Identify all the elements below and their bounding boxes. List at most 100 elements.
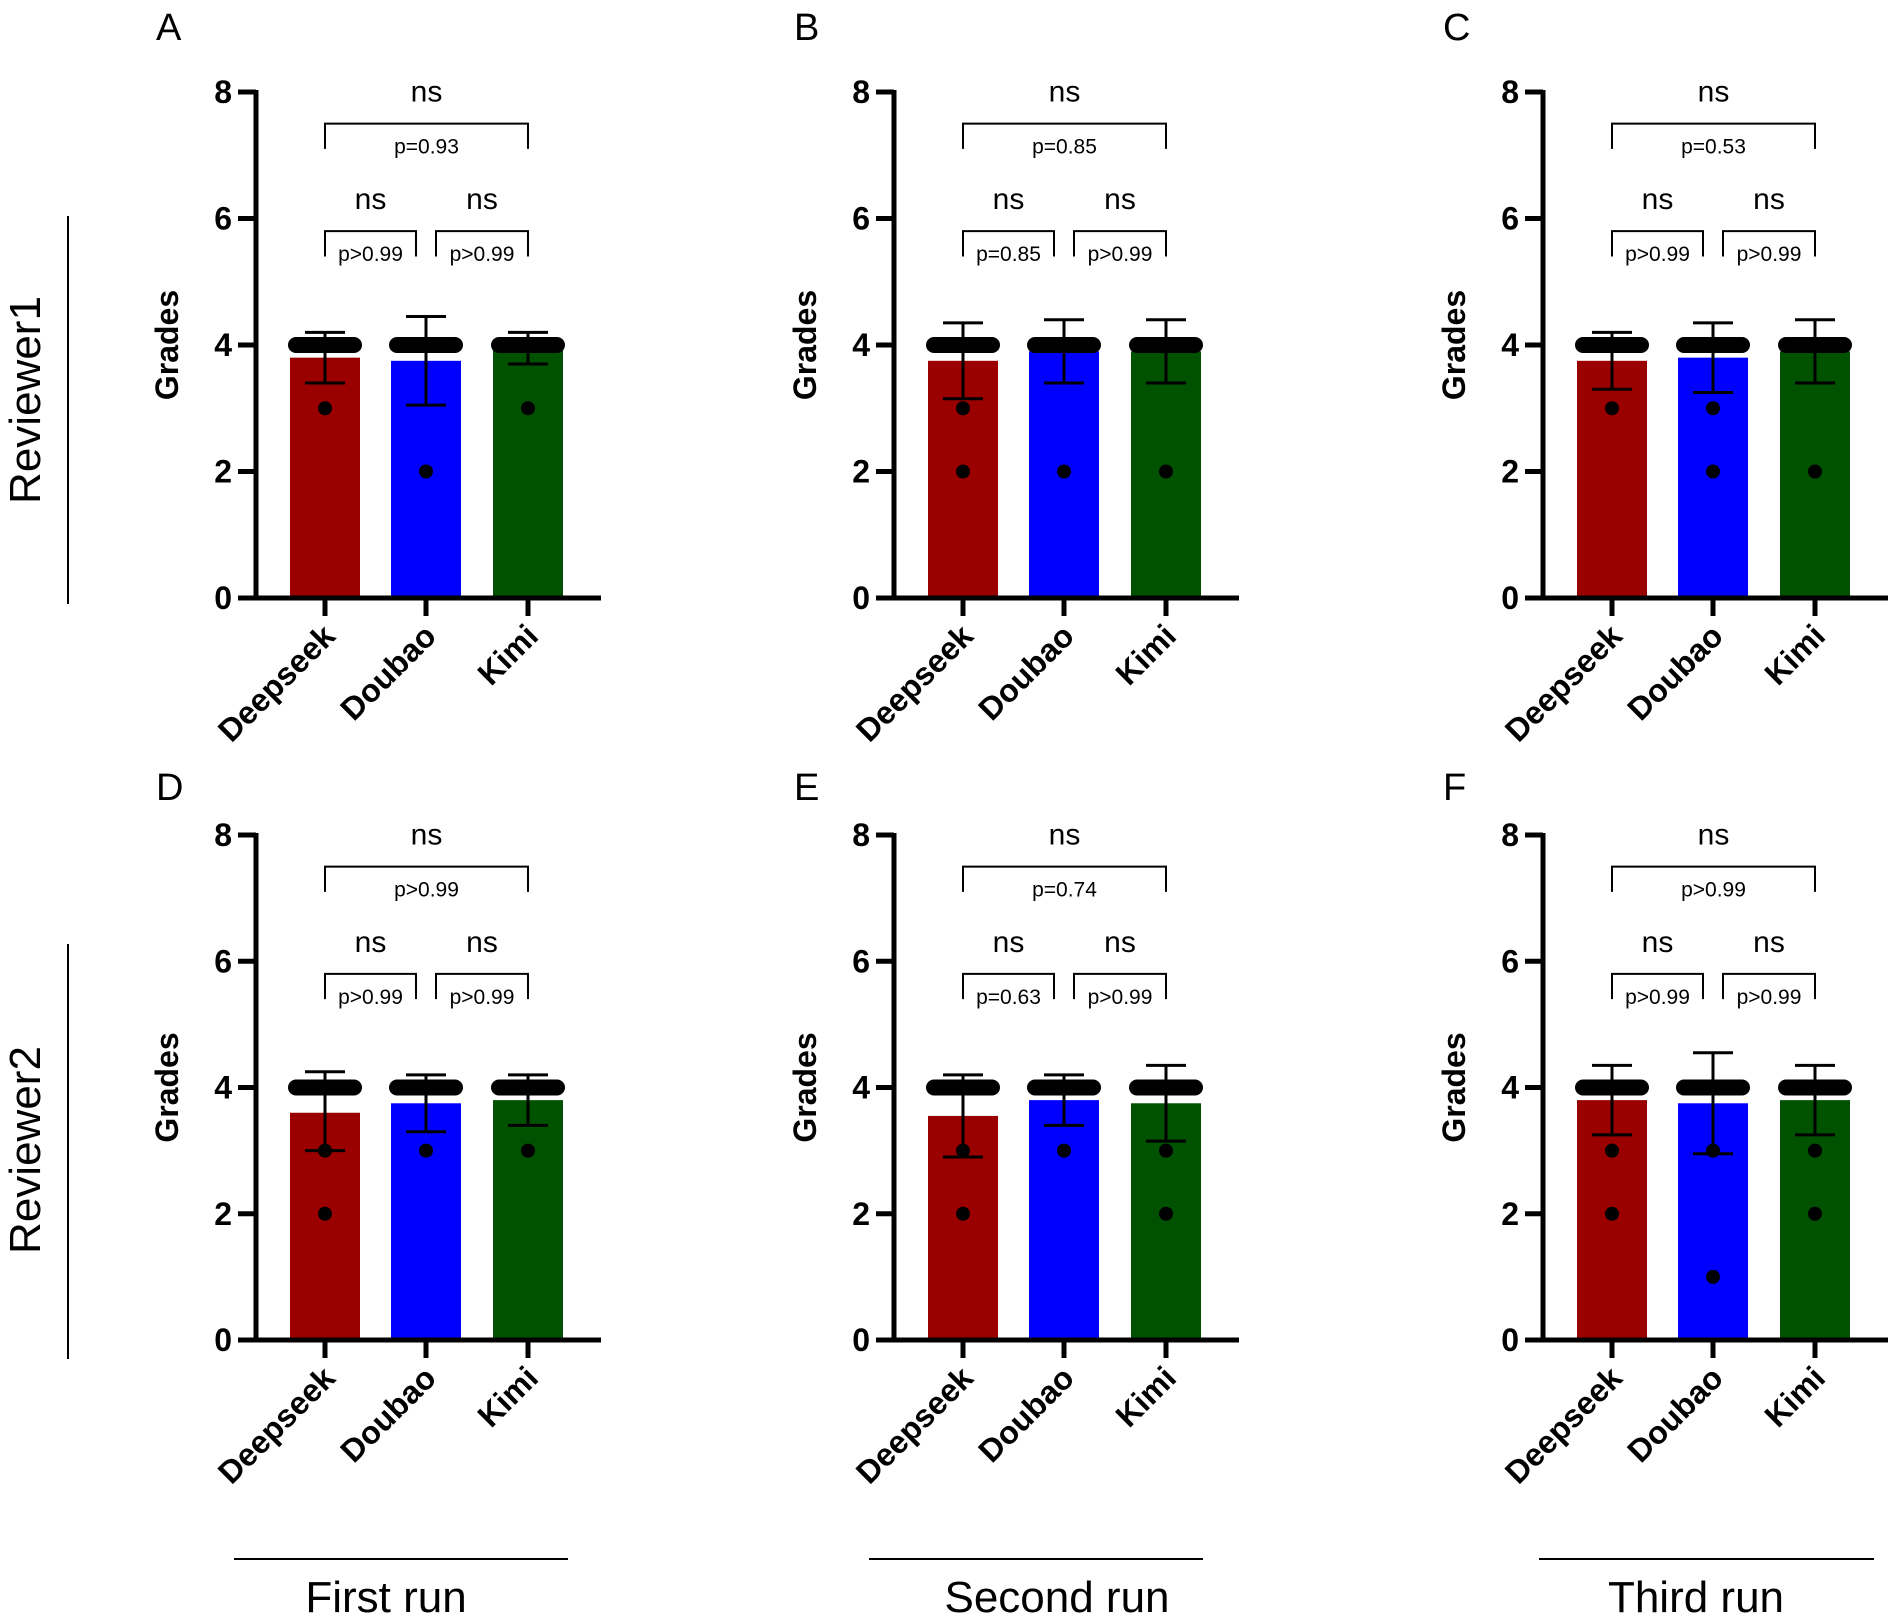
significance-label: ns — [993, 926, 1025, 959]
significance-label: ns — [411, 76, 443, 109]
significance-label: ns — [466, 183, 498, 216]
data-point — [1808, 464, 1822, 479]
data-point — [1605, 1143, 1619, 1158]
significance-bracket — [962, 122, 1167, 149]
x-tick-label: Deepseek — [211, 1359, 342, 1490]
y-tick-label: 8 — [1501, 817, 1519, 853]
data-point — [1706, 401, 1720, 416]
significance-bracket — [1073, 230, 1167, 257]
y-axis-label: Grades — [149, 1032, 185, 1142]
significance-bracket — [324, 865, 529, 892]
y-tick-label: 6 — [852, 201, 870, 237]
row-label-text: Reviewer2 — [1, 1046, 50, 1254]
y-tick-label: 8 — [214, 817, 232, 853]
x-tick-label: Doubao — [333, 1359, 443, 1469]
p-value-label: p>0.99 — [1625, 243, 1690, 266]
bar-kimi — [493, 1100, 563, 1340]
p-value-label: p=0.85 — [976, 243, 1041, 266]
x-tick-label: Doubao — [1620, 1359, 1730, 1469]
data-point — [419, 1143, 433, 1158]
y-tick-label: 6 — [852, 943, 870, 979]
p-value-label: p=0.85 — [1032, 136, 1097, 159]
significance-label: ns — [1753, 926, 1785, 959]
data-point — [1706, 464, 1720, 479]
y-tick-label: 0 — [1501, 1322, 1519, 1358]
p-value-label: p>0.99 — [450, 243, 515, 266]
row-label-reviewer2: Reviewer2 — [1, 944, 69, 1359]
p-value-label: p>0.99 — [394, 879, 459, 902]
data-point — [1159, 464, 1173, 479]
x-tick-label: Deepseek — [1498, 617, 1629, 748]
significance-label: ns — [1698, 76, 1730, 109]
significance-bracket — [962, 230, 1055, 257]
bar-deepseek — [290, 357, 360, 598]
panel-letter: F — [1443, 767, 1466, 809]
y-tick-label: 6 — [214, 201, 232, 237]
x-tick-label: Kimi — [1757, 1359, 1831, 1433]
panel-letter: C — [1443, 7, 1470, 49]
data-point — [1057, 464, 1071, 479]
x-tick-label: Kimi — [470, 1359, 544, 1433]
row-label-text: Reviewer1 — [1, 296, 50, 504]
panel-letter: B — [794, 7, 819, 49]
significance-bracket — [324, 972, 417, 1000]
y-tick-label: 8 — [1501, 74, 1519, 110]
bar-deepseek — [928, 360, 998, 598]
x-tick-label: Deepseek — [211, 617, 342, 748]
significance-bracket — [324, 122, 529, 149]
y-tick-label: 8 — [214, 74, 232, 110]
significance-label: ns — [1642, 183, 1674, 216]
y-tick-label: 2 — [852, 1196, 870, 1232]
significance-label: ns — [1642, 926, 1674, 959]
y-tick-label: 0 — [852, 580, 870, 616]
significance-bracket — [1722, 972, 1816, 1000]
significance-label: ns — [1049, 819, 1081, 852]
bar-kimi — [493, 348, 563, 598]
data-point — [1808, 1143, 1822, 1158]
p-value-label: p=0.63 — [976, 986, 1041, 1009]
significance-bracket — [435, 230, 529, 257]
y-axis-label: Grades — [787, 1032, 823, 1142]
data-point — [318, 1206, 332, 1221]
x-tick-label: Doubao — [1620, 617, 1730, 727]
p-value-label: p>0.99 — [1681, 879, 1746, 902]
significance-bracket — [1611, 230, 1704, 257]
significance-bracket — [1722, 230, 1816, 257]
data-point — [1706, 1269, 1720, 1284]
significance-bracket — [1611, 122, 1816, 149]
x-tick-label: Doubao — [971, 1359, 1081, 1469]
p-value-label: p>0.99 — [1088, 986, 1153, 1009]
p-value-label: p>0.99 — [450, 986, 515, 1009]
data-point — [1605, 401, 1619, 416]
y-tick-label: 4 — [214, 1070, 232, 1106]
p-value-label: p>0.99 — [1625, 986, 1690, 1009]
significance-label: ns — [1049, 76, 1081, 109]
p-value-label: p=0.93 — [394, 136, 459, 159]
y-axis-label: Grades — [787, 290, 823, 400]
row-label-reviewer1: Reviewer1 — [1, 216, 69, 604]
column-label-text: First run — [305, 1573, 466, 1622]
data-point — [956, 401, 970, 416]
y-tick-label: 2 — [214, 1196, 232, 1232]
panel-letter: D — [156, 767, 183, 809]
significance-label: ns — [1698, 819, 1730, 852]
y-tick-label: 0 — [852, 1322, 870, 1358]
significance-label: ns — [355, 183, 387, 216]
x-tick-label: Deepseek — [1498, 1359, 1629, 1490]
y-tick-label: 8 — [852, 74, 870, 110]
panel-letter: A — [156, 7, 182, 49]
p-value-label: p>0.99 — [1737, 986, 1802, 1009]
bar-kimi — [1131, 1103, 1201, 1340]
column-label-third-run: Third run — [1539, 1558, 1874, 1622]
y-tick-label: 6 — [214, 943, 232, 979]
p-value-label: p>0.99 — [1737, 243, 1802, 266]
y-tick-label: 2 — [1501, 454, 1519, 490]
data-point — [956, 1206, 970, 1221]
p-value-label: p>0.99 — [1088, 243, 1153, 266]
data-point — [521, 401, 535, 416]
y-axis-label: Grades — [1436, 290, 1472, 400]
y-tick-label: 4 — [214, 327, 232, 363]
data-point — [1057, 1143, 1071, 1158]
